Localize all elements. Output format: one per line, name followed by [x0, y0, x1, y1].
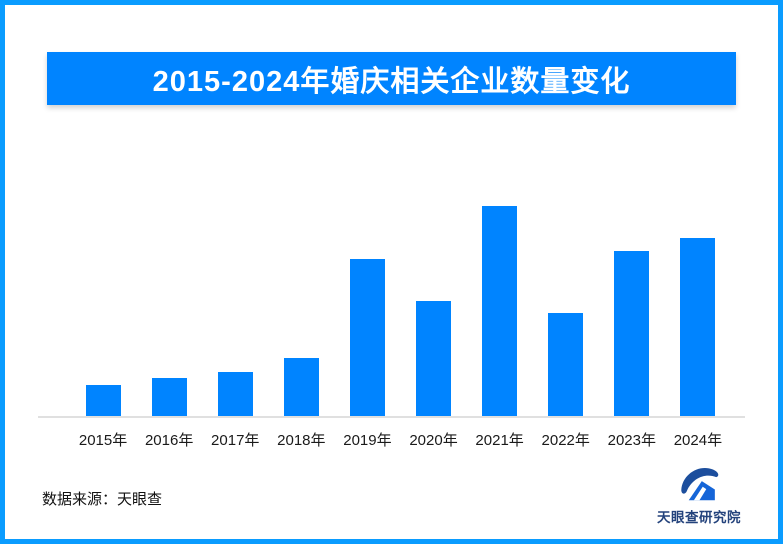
bar-2022年 [548, 312, 584, 417]
x-axis-label: 2015年 [78, 432, 128, 449]
x-axis-label: 2021年 [475, 432, 524, 449]
bar-2024年 [680, 237, 716, 417]
x-axis-label: 2023年 [607, 432, 656, 449]
tianyancha-logo: 天眼查研究院 [653, 463, 745, 526]
x-axis-label: 2022年 [541, 432, 590, 449]
x-axis-label: 2018年 [277, 432, 326, 449]
tianyancha-logo-text: 天眼查研究院 [657, 510, 741, 525]
bar-2015年 [85, 385, 121, 417]
chart-title-banner: 2015-2024年婚庆相关企业数量变化 [47, 52, 736, 105]
bar-2016年 [151, 377, 187, 417]
x-axis-label: 2020年 [409, 432, 458, 449]
x-axis-label: 2016年 [144, 432, 194, 449]
chart-column [400, 206, 466, 417]
bar-chart [70, 206, 731, 417]
bar-2020年 [416, 300, 452, 417]
chart-column [665, 206, 731, 417]
chart-column [268, 206, 334, 417]
chart-column [467, 206, 533, 417]
tianyancha-eye-icon [681, 467, 719, 501]
bar-2018年 [283, 357, 319, 417]
chart-column [533, 206, 599, 417]
chart-column [136, 206, 202, 417]
bar-2017年 [217, 371, 253, 417]
chart-column [599, 206, 665, 417]
bar-2023年 [614, 251, 650, 417]
x-axis-label: 2019年 [343, 432, 392, 449]
x-axis-labels: 2015年 2016年 2017年 2018年 2019年 2020年 2021年 2022年… [70, 429, 731, 450]
bar-2021年 [482, 206, 518, 417]
chart-column [202, 206, 268, 417]
x-axis-line [38, 416, 745, 418]
chart-title: 2015-2024年婚庆相关企业数量变化 [152, 65, 631, 98]
data-source-text: 数据来源：天眼查 [42, 491, 163, 508]
x-axis-label: 2017年 [211, 432, 260, 449]
bar-2019年 [349, 258, 385, 417]
chart-column [334, 206, 400, 417]
chart-column [70, 206, 136, 417]
x-axis-label: 2024年 [673, 432, 723, 449]
